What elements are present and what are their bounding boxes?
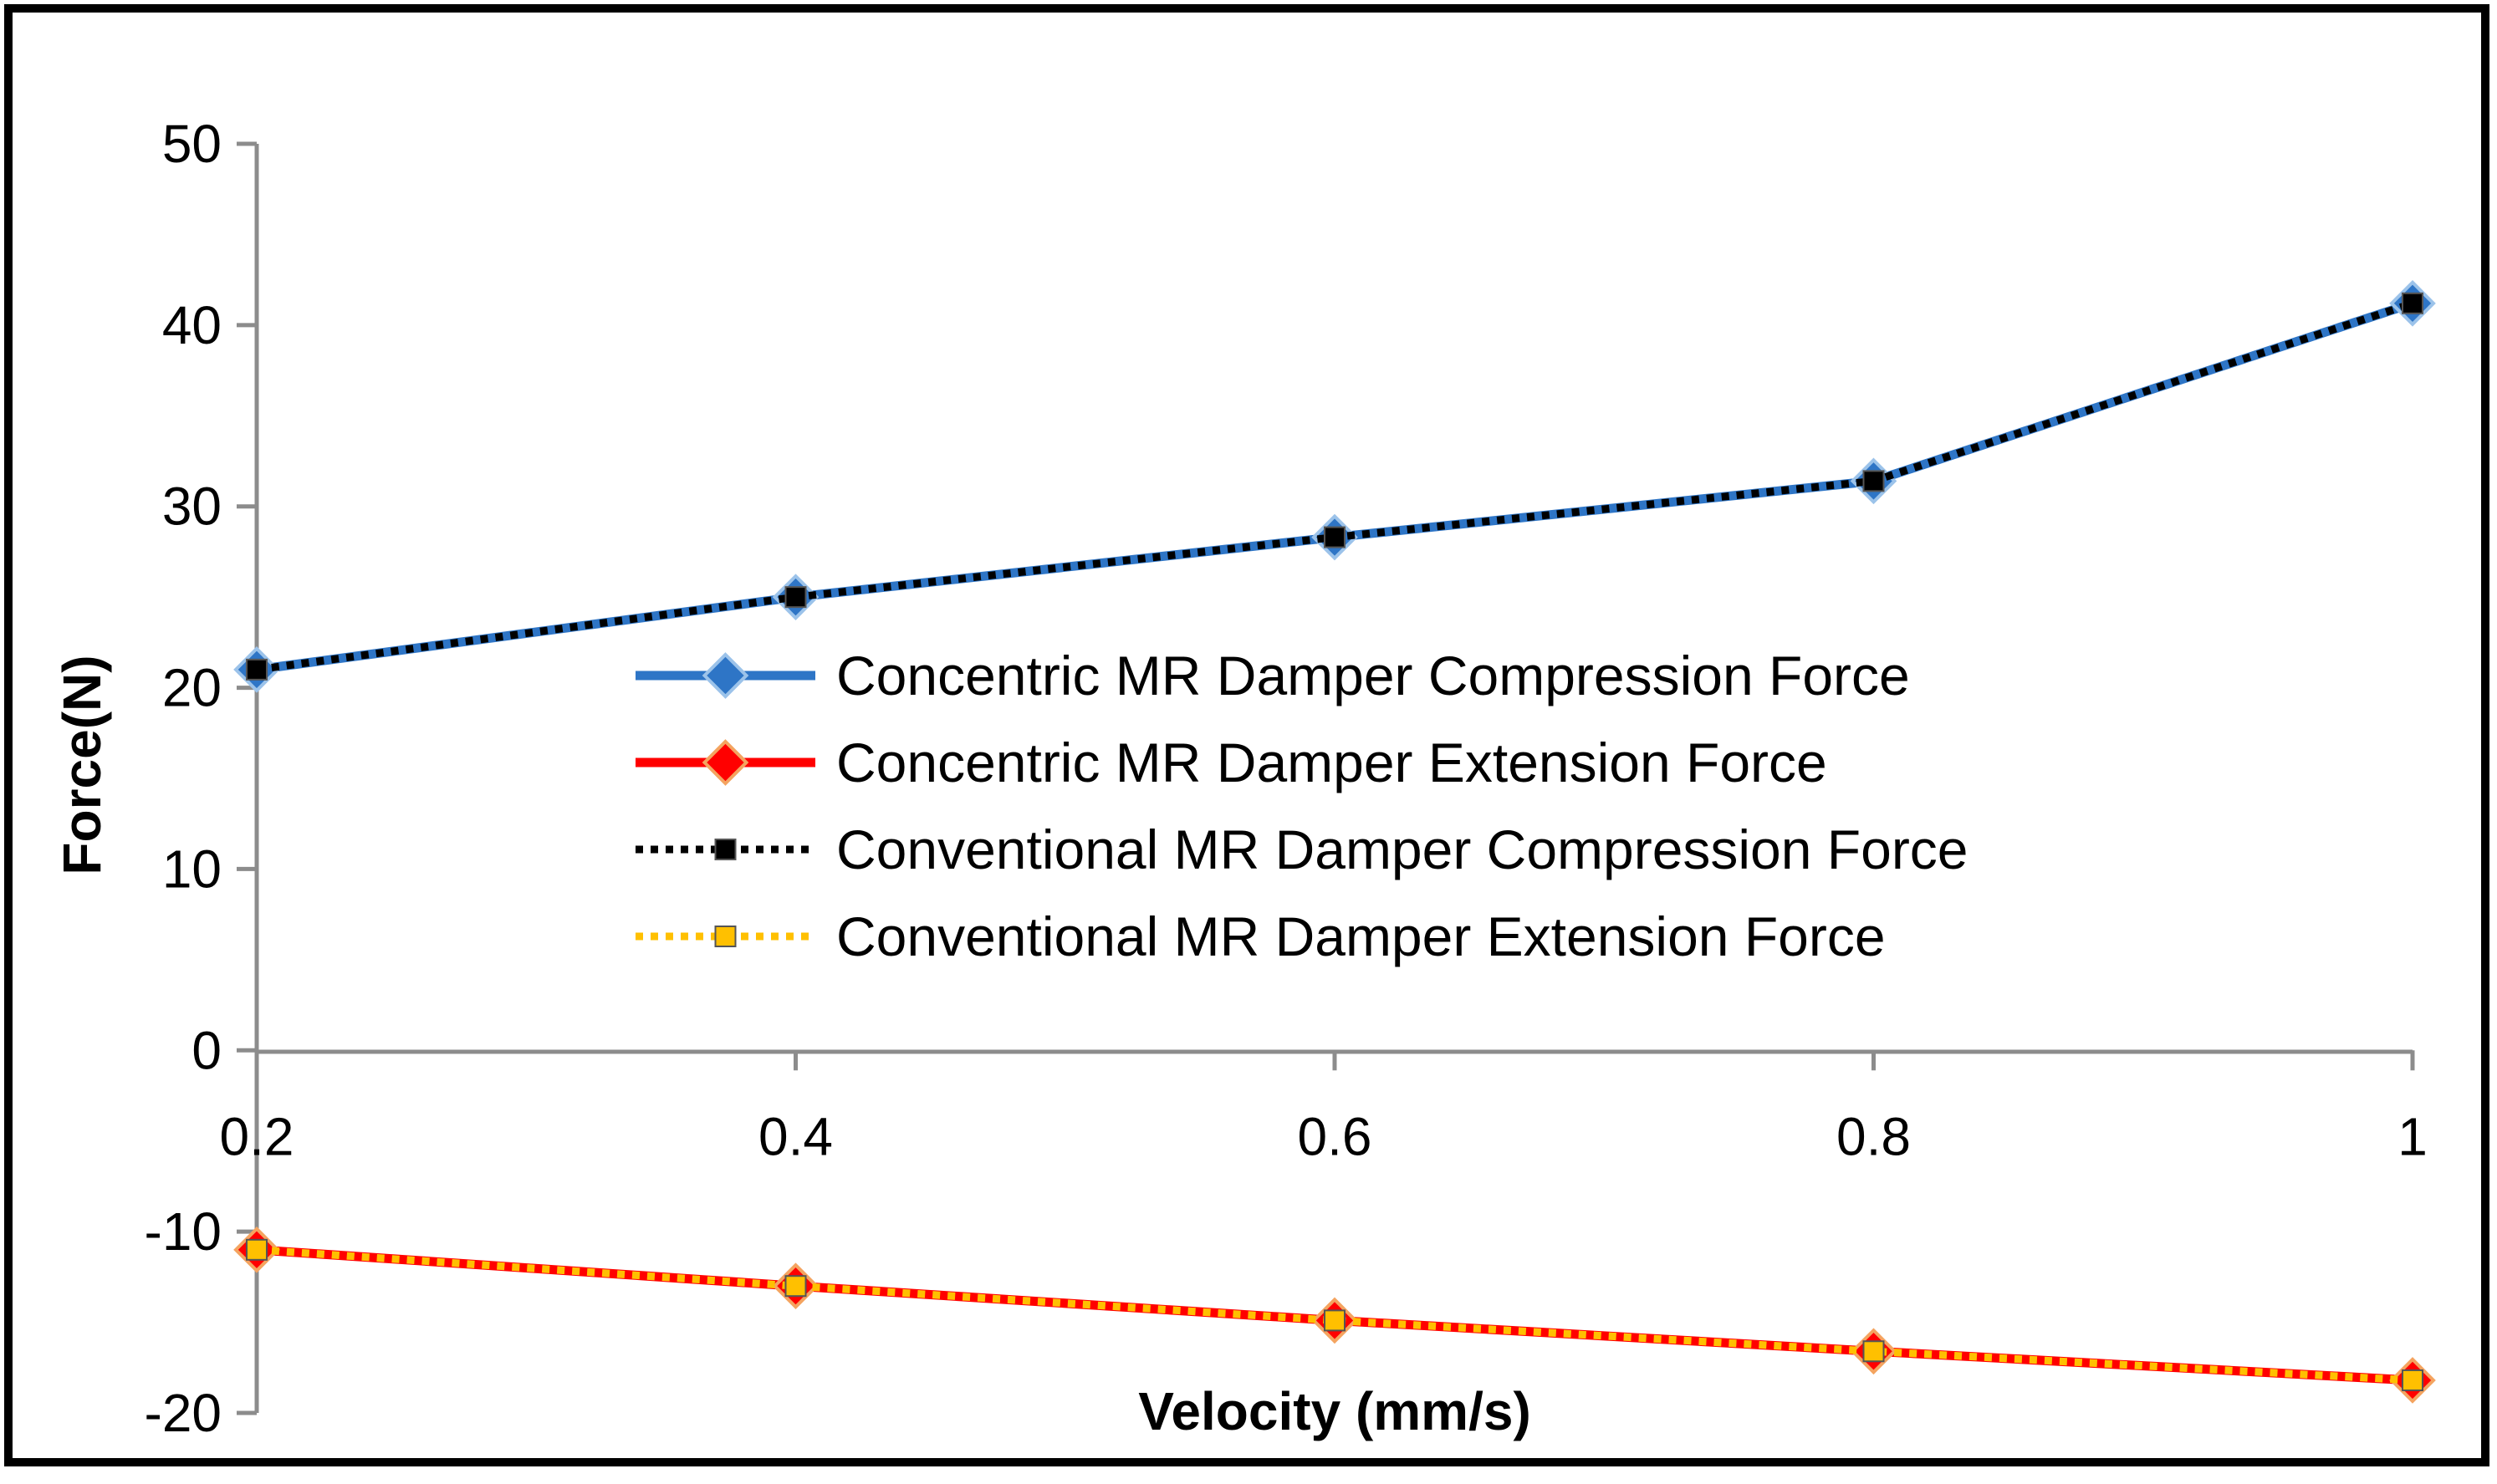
- legend-marker-square: [714, 839, 737, 860]
- data-point-square: [1324, 1309, 1346, 1332]
- legend-item: Concentric MR Damper Extension Force: [636, 732, 1827, 793]
- data-point-square: [784, 1275, 807, 1298]
- legend-item: Concentric MR Damper Compression Force: [636, 645, 1910, 706]
- x-axis-ticks: 0.2 0.4 0.6 0.8 1: [220, 1050, 2428, 1166]
- x-tick-label: 0.4: [758, 1106, 833, 1166]
- y-tick-label: -20: [145, 1383, 222, 1443]
- y-axis-title: Force(N): [52, 655, 112, 875]
- chart-frame: [4, 4, 2489, 1466]
- series-4: [246, 1238, 2423, 1391]
- x-tick-label: 1: [2397, 1106, 2428, 1166]
- legend-marker-square: [714, 926, 737, 947]
- x-tick-label: 0.6: [1298, 1106, 1372, 1166]
- data-point-square: [784, 586, 807, 609]
- y-tick-label: 50: [162, 114, 222, 174]
- x-tick-label: 0.8: [1836, 1106, 1911, 1166]
- legend-label: Concentric MR Damper Compression Force: [836, 645, 1910, 706]
- series-3: [246, 292, 2423, 681]
- y-tick-label: 20: [162, 658, 222, 718]
- legend-marker-diamond: [702, 652, 749, 699]
- legend-label: Conventional MR Damper Extension Force: [836, 905, 1886, 967]
- y-tick-label: 10: [162, 839, 222, 899]
- data-point-square: [246, 658, 268, 681]
- y-tick-label: 40: [162, 295, 222, 355]
- data-point-square: [1324, 526, 1346, 548]
- data-point-square: [1862, 470, 1885, 492]
- data-point-square: [2402, 292, 2423, 314]
- legend-item: Conventional MR Damper Compression Force: [636, 818, 1968, 880]
- y-axis-ticks: 50 40 30 20 10 0 -10 -20: [145, 114, 257, 1443]
- legend-marker-diamond: [702, 739, 749, 786]
- x-tick-label: 0.2: [220, 1106, 294, 1166]
- legend-label: Conventional MR Damper Compression Force: [836, 818, 1968, 880]
- data-point-square: [246, 1238, 268, 1261]
- x-axis-title: Velocity (mm/s): [1138, 1381, 1531, 1441]
- y-tick-label: 30: [162, 477, 222, 537]
- series-layer: [233, 280, 2436, 1404]
- legend-label: Concentric MR Damper Extension Force: [836, 732, 1827, 793]
- data-point-square: [1862, 1340, 1885, 1363]
- y-tick-label: 0: [191, 1020, 222, 1080]
- legend-item: Conventional MR Damper Extension Force: [636, 905, 1886, 967]
- legend: Concentric MR Damper Compression Force Co…: [636, 645, 1968, 967]
- y-tick-label: -10: [145, 1201, 222, 1262]
- data-point-square: [2402, 1369, 2423, 1391]
